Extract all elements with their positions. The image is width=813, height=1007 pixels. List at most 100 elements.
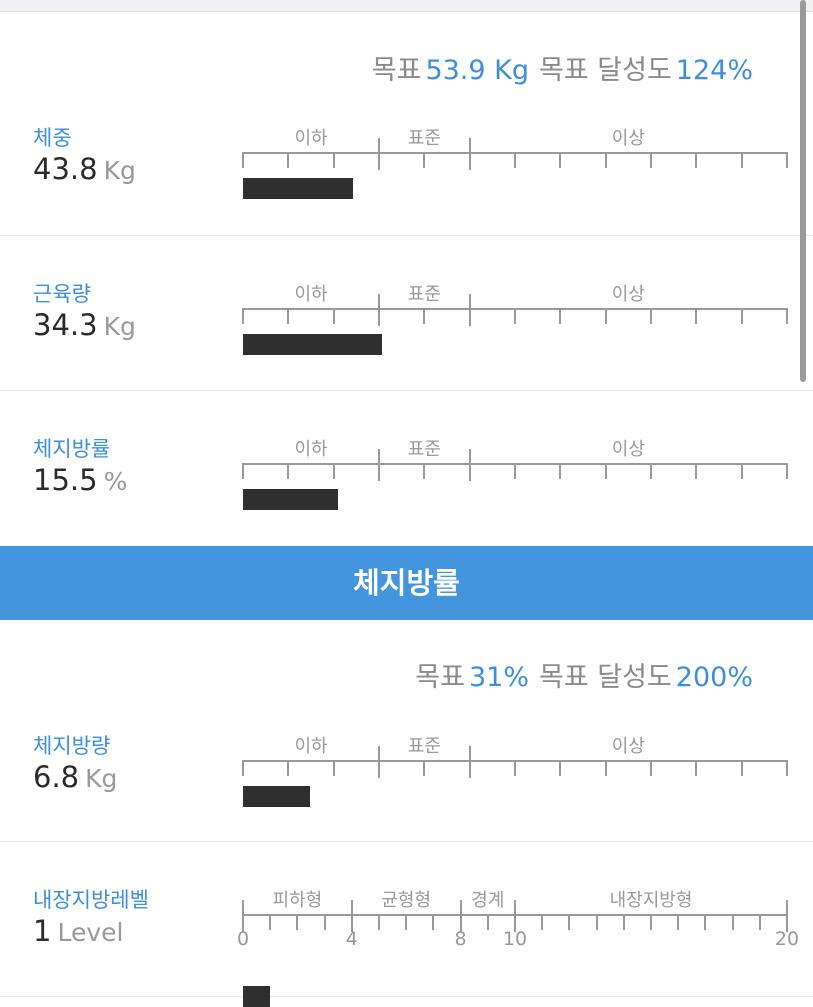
scale-tick: [378, 449, 380, 481]
scale-tick: [786, 760, 788, 776]
tick-label: 20: [774, 928, 800, 950]
scale-tick: [650, 152, 652, 168]
scale-tick: [242, 760, 244, 776]
goal-label: 목표: [415, 662, 465, 693]
scale-tick: [468, 449, 471, 481]
scale-tick: [559, 463, 562, 479]
value-number: 34.3: [33, 308, 98, 342]
scale-tick: [242, 463, 244, 479]
scale-tick: [731, 914, 734, 930]
zone-label: 경계: [471, 890, 505, 911]
achieve-value: 124%: [675, 55, 753, 86]
scale-tick: [287, 308, 290, 324]
scale-tick: [568, 914, 571, 930]
scale-tick: [695, 152, 698, 168]
scale-tick: [695, 760, 698, 776]
scrollbar[interactable]: [800, 0, 806, 382]
achieve-value: 200%: [675, 662, 753, 693]
scale-tick: [677, 914, 680, 930]
scale-tick: [740, 463, 743, 479]
scale-tick: [332, 463, 335, 479]
scale-tick: [332, 760, 335, 776]
zone-label: 표준: [407, 284, 441, 305]
metric-label: 근육량: [33, 282, 91, 306]
achieve-label: 목표 달성도: [539, 55, 672, 86]
zone-label: 내장지방형: [609, 890, 693, 911]
metric-label: 내장지방레벨: [33, 888, 149, 912]
scale-tick: [514, 760, 516, 776]
zone-label: 표준: [407, 128, 441, 149]
scale-tick: [350, 900, 353, 932]
tick-label: 8: [454, 928, 467, 950]
tick-label: 10: [502, 928, 528, 950]
goal-value: 31%: [468, 662, 529, 693]
section-banner: 체지방률: [0, 546, 813, 620]
goal-summary-2: 목표 31% 목표 달성도 200%: [415, 655, 753, 694]
scale-tick: [287, 463, 290, 479]
zone-label: 이상: [611, 439, 645, 460]
metric-label: 체지방량: [33, 734, 111, 758]
value-number: 6.8: [33, 760, 80, 794]
range-scale: 이하 표준 이상: [242, 280, 788, 326]
value-number: 1: [33, 914, 52, 948]
scale-tick: [423, 463, 426, 479]
scale-tick: [786, 463, 788, 479]
scale-tick: [514, 308, 516, 324]
scale-tick: [242, 152, 244, 168]
scale-tick: [559, 152, 562, 168]
value-unit: Kg: [85, 764, 118, 793]
scale-tick: [758, 914, 761, 930]
scale-tick: [604, 463, 607, 479]
level-bar: [243, 334, 383, 355]
scale-tick: [541, 914, 544, 930]
scale-tick: [559, 760, 562, 776]
scale-tick: [514, 152, 516, 168]
zone-label: 이하: [294, 736, 328, 757]
value-number: 43.8: [33, 152, 98, 186]
zone-label: 표준: [407, 736, 441, 757]
zone-label: 균형형: [381, 890, 432, 911]
scale-tick: [468, 746, 471, 778]
level-bar: [243, 986, 271, 1007]
value-unit: Level: [57, 918, 124, 947]
scale-tick: [378, 294, 380, 326]
scale-tick: [650, 463, 652, 479]
value-unit: %: [103, 467, 128, 496]
range-scale: 피하형 균형형 경계 내장지방형 0 4 8 10 20: [237, 886, 799, 950]
metric-row-visceral-fat: 내장지방레벨 1 Level 피하형 균형형 경계 내장지방형 0 4 8 10 20: [0, 842, 813, 1007]
scale-tick: [650, 760, 652, 776]
scale-tick: [740, 308, 743, 324]
scale-tick: [423, 760, 426, 776]
scale-tick: [514, 900, 516, 932]
scale-tick: [405, 914, 408, 930]
metric-value: 15.5%: [33, 463, 127, 497]
metric-row-body-fat-pct: 체지방률 15.5% 이하 표준 이상: [0, 391, 813, 546]
metric-value: 1 Level: [33, 914, 123, 948]
zone-label: 피하형: [272, 890, 323, 911]
metric-value: 6.8 Kg: [33, 760, 117, 794]
goal-summary: 목표 53.9 Kg 목표 달성도 124%: [372, 48, 753, 87]
metric-value: 34.3 Kg: [33, 308, 136, 342]
scale-tick: [432, 914, 435, 930]
scale-tick: [740, 760, 743, 776]
tick-label: 4: [345, 928, 358, 950]
scale-tick: [786, 308, 788, 324]
scale-tick: [604, 760, 607, 776]
scale-tick: [269, 914, 272, 930]
scale-tick: [486, 914, 489, 930]
scale-tick: [332, 152, 335, 168]
level-bar: [243, 786, 311, 807]
scale-tick: [378, 914, 380, 930]
scale-tick: [559, 308, 562, 324]
scale-tick: [786, 152, 788, 168]
top-strip: [0, 0, 813, 12]
scale-tick: [378, 138, 380, 170]
scale-tick: [622, 914, 625, 930]
goal-value: 53.9 Kg: [425, 55, 529, 86]
zone-label: 이상: [611, 284, 645, 305]
scale-tick: [786, 900, 788, 932]
range-scale: 이하 표준 이상: [242, 124, 788, 170]
range-scale: 이하 표준 이상: [242, 732, 788, 778]
scale-tick: [695, 463, 698, 479]
scale-tick: [650, 308, 652, 324]
